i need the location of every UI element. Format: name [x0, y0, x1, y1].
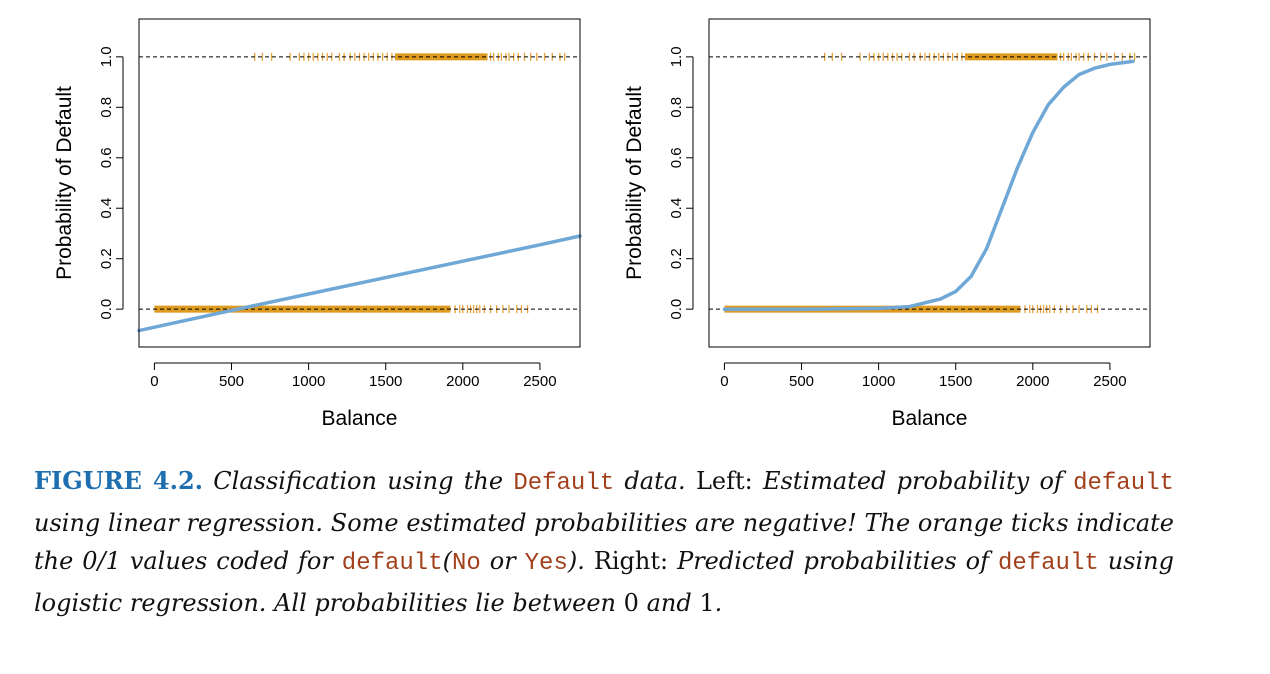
y-tick-label: 0.6	[668, 147, 685, 168]
x-tick-label: 0	[150, 373, 158, 390]
caption-text: or	[489, 547, 516, 575]
y-tick-label: 0.8	[668, 97, 685, 118]
right-panel-logistic-regression: 0 500 1000 1500 2000 2500 Balance 0.0 0.2 0.4 0.6 0…	[623, 18, 1151, 430]
left-panel-linear-regression: 0 500 1000 1500 2000 2500 Balance 0.0 0.2 0.4 0.6 0…	[53, 18, 582, 430]
y-tick-label: 1.0	[98, 46, 115, 67]
x-tick-label: 500	[789, 373, 814, 390]
caption-code-default: default	[341, 550, 443, 577]
caption-code-default-dataset: Default	[513, 470, 615, 497]
x-tick-label: 1500	[939, 373, 972, 390]
y-tick-label: 0.8	[98, 97, 115, 118]
caption-text: and	[646, 588, 692, 617]
fitted-probability-line	[722, 59, 1135, 311]
caption-number-one: 1	[699, 588, 715, 617]
y-tick-label: 0.4	[98, 198, 115, 219]
caption-code-no: No	[452, 550, 481, 577]
caption-code-default: default	[1073, 470, 1174, 497]
y-tick-label: 0.0	[668, 299, 685, 320]
x-tick-label: 2500	[1093, 373, 1126, 390]
x-tick-label: 2500	[523, 373, 556, 390]
caption-text: using linear regression. Some estimated …	[34, 508, 1174, 576]
y-axis-title: Probability of Default	[53, 86, 76, 280]
figure-caption: FIGURE 4.2. Classification using the Def…	[34, 462, 1174, 622]
caption-text: data.	[624, 467, 686, 495]
x-tick-label: 500	[219, 373, 244, 390]
y-tick-label: 0.4	[668, 198, 685, 219]
x-axis-title: Balance	[322, 407, 398, 430]
x-tick-label: 2000	[446, 373, 479, 390]
x-axis-title: Balance	[892, 407, 968, 430]
fitted-probability-line	[137, 234, 582, 333]
y-tick-label: 0.0	[98, 299, 115, 320]
caption-text-right: Right:	[593, 547, 669, 575]
plot-frame	[708, 18, 1151, 348]
plot-frame	[138, 18, 581, 348]
caption-text: ).	[567, 547, 585, 575]
y-tick-label: 0.6	[98, 147, 115, 168]
x-tick-label: 1500	[369, 373, 402, 390]
caption-text: using logistic regression. All probabili…	[34, 547, 1174, 617]
figure-label: FIGURE 4.2.	[34, 466, 204, 495]
y-axis-title: Probability of Default	[623, 86, 646, 280]
caption-text: Classification using the	[213, 467, 504, 495]
figure-charts: 0 500 1000 1500 2000 2500 Balance 0.0 0.2 0.4 0.6 0…	[53, 18, 1151, 430]
x-tick-label: 1000	[862, 373, 895, 390]
x-tick-label: 1000	[292, 373, 325, 390]
y-tick-label: 1.0	[668, 46, 685, 67]
caption-text: Estimated probability of	[762, 467, 1063, 495]
y-tick-label: 0.2	[98, 248, 115, 269]
x-tick-label: 2000	[1016, 373, 1049, 390]
caption-text: (	[442, 547, 452, 575]
caption-number-zero: 0	[623, 588, 639, 617]
x-tick-label: 0	[720, 373, 728, 390]
caption-code-yes: Yes	[524, 550, 568, 577]
caption-text: Predicted probabilities of	[677, 547, 989, 575]
caption-text-left: Left:	[695, 467, 753, 495]
caption-code-default: default	[997, 550, 1099, 577]
y-tick-label: 0.2	[668, 248, 685, 269]
caption-text: .	[714, 588, 723, 617]
